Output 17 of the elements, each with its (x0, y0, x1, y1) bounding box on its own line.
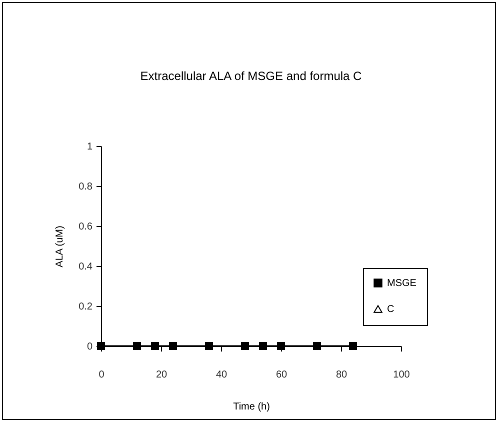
x-tick-label: 100 (393, 370, 410, 380)
x-tick-label: 20 (156, 370, 168, 380)
y-tick-label: 0.4 (78, 262, 93, 272)
x-axis-title: Time (h) (233, 402, 270, 412)
x-tick-label: 40 (216, 370, 228, 380)
x-tick-label: 60 (276, 370, 288, 380)
legend-label: C (387, 304, 394, 315)
y-tick-label: 0.6 (78, 222, 93, 232)
chart-title: Extracellular ALA of MSGE and formula C (140, 69, 362, 83)
x-tick-label: 0 (98, 370, 105, 380)
y-tick-label: 0 (86, 342, 93, 352)
y-tick-label: 0.8 (78, 182, 93, 192)
x-tick-label: 80 (336, 370, 348, 380)
y-axis-title: ALA (uM) (54, 226, 66, 268)
legend-label: MSGE (387, 278, 417, 289)
y-tick-label: 1 (86, 142, 93, 152)
y-tick-label: 0.2 (78, 302, 93, 312)
